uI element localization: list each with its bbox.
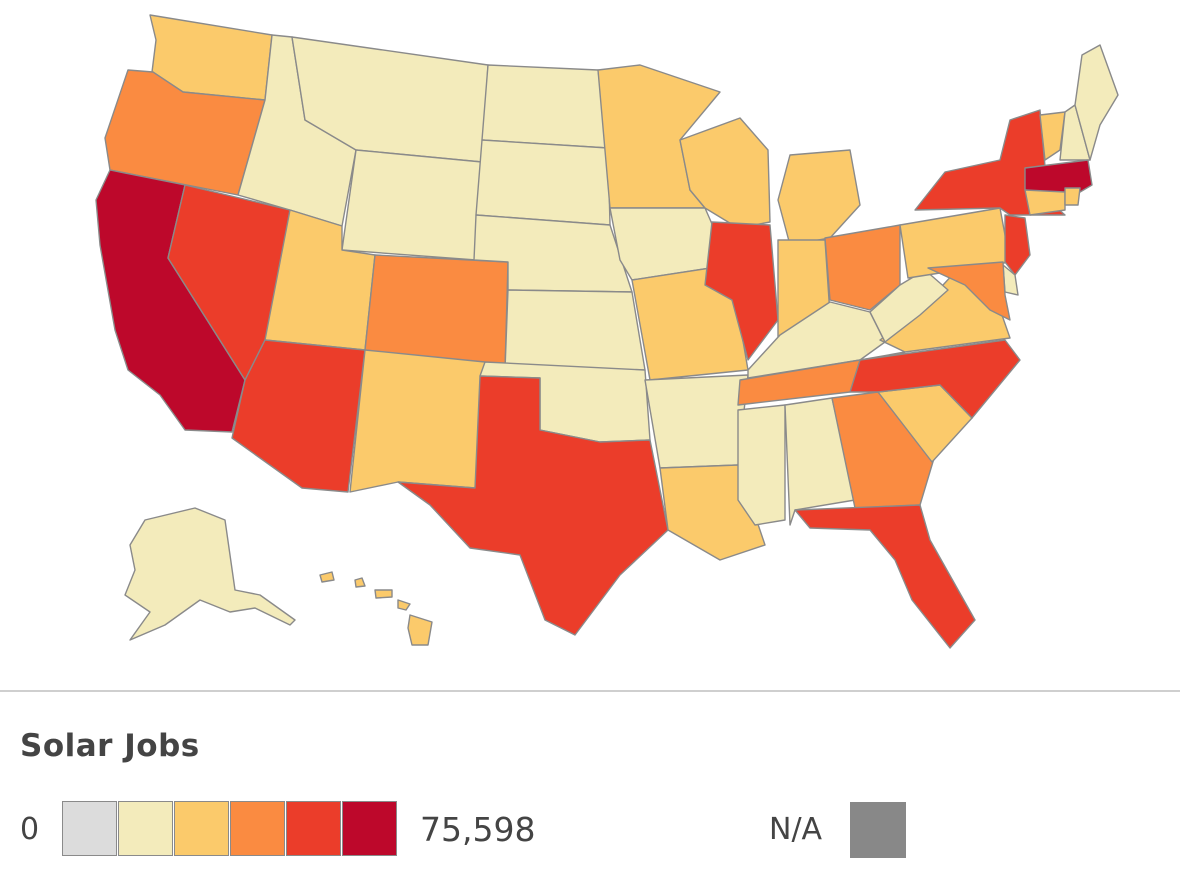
state-AK[interactable]: [124, 507, 296, 641]
state-ND[interactable]: [481, 64, 609, 149]
state-TX[interactable]: [397, 375, 669, 636]
state-VT[interactable]: [1039, 111, 1066, 161]
legend-swatch-3: [230, 801, 285, 856]
state-RI[interactable]: [1064, 187, 1081, 206]
state-HI[interactable]: [319, 571, 433, 646]
legend-swatch-2: [174, 801, 229, 856]
state-MI[interactable]: [777, 149, 861, 246]
legend-max-label: 75,598: [420, 810, 536, 849]
state-OH[interactable]: [824, 224, 901, 311]
state-WY[interactable]: [341, 149, 483, 261]
legend-swatch-1: [118, 801, 173, 856]
legend-na-label: N/A: [769, 812, 823, 847]
state-MA[interactable]: [1024, 159, 1093, 196]
legend-min-label: 0: [20, 812, 40, 847]
state-MD[interactable]: [927, 261, 1011, 321]
state-NC[interactable]: [849, 339, 1021, 419]
state-FL[interactable]: [794, 504, 976, 649]
state-NM[interactable]: [349, 349, 486, 493]
state-ME[interactable]: [1074, 44, 1119, 161]
legend-na-swatch: [850, 802, 906, 858]
legend-swatch-4: [286, 801, 341, 856]
state-IL[interactable]: [704, 221, 779, 361]
legend-color-scale: [62, 801, 398, 856]
state-KS[interactable]: [504, 289, 646, 371]
state-WV[interactable]: [869, 269, 949, 343]
legend-swatch-0: [62, 801, 117, 856]
state-MS[interactable]: [737, 404, 786, 526]
state-GA[interactable]: [831, 391, 936, 509]
state-CT[interactable]: [1024, 189, 1066, 216]
state-NJ[interactable]: [1004, 214, 1031, 276]
legend-swatch-5: [342, 801, 397, 856]
state-SD[interactable]: [475, 139, 611, 226]
state-AL[interactable]: [784, 397, 856, 526]
us-state-map: [95, 14, 1119, 649]
legend-title: Solar Jobs: [20, 728, 200, 764]
state-AR[interactable]: [644, 374, 749, 469]
divider: [0, 690, 1180, 692]
